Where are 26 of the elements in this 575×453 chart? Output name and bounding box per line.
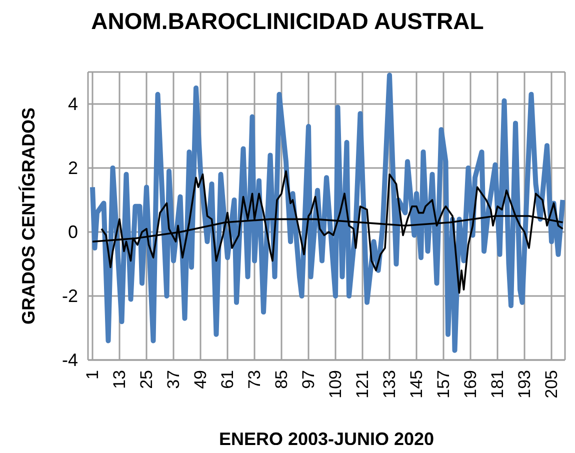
x-tick-label: 25 <box>137 370 156 389</box>
y-tick-label: 4 <box>68 94 78 114</box>
x-tick-label: 121 <box>353 370 372 398</box>
x-tick-label: 85 <box>272 370 291 389</box>
x-tick-label: 1 <box>83 370 102 380</box>
y-tick-label: -2 <box>62 286 78 306</box>
x-tick-label: 205 <box>542 370 561 398</box>
y-tick-label: 2 <box>68 158 78 178</box>
x-tick-label: 181 <box>488 370 507 398</box>
x-tick-label: 61 <box>218 370 237 389</box>
x-tick-label: 73 <box>245 370 264 389</box>
x-axis-title: ENERO 2003-JUNIO 2020 <box>218 429 434 449</box>
x-tick-label: 109 <box>326 370 345 398</box>
x-tick-label: 157 <box>434 370 453 398</box>
x-tick-label: 169 <box>461 370 480 398</box>
x-tick-label: 49 <box>191 370 210 389</box>
y-axis-title: GRADOS CENTÍGRADOS <box>18 107 38 325</box>
x-tick-label: 193 <box>515 370 534 398</box>
x-tick-label: 13 <box>110 370 129 389</box>
x-tick-label: 97 <box>299 370 318 389</box>
x-tick-label: 133 <box>380 370 399 398</box>
chart-title: ANOM.BAROCLINICIDAD AUSTRAL <box>90 8 485 35</box>
y-tick-label: 0 <box>68 222 78 242</box>
x-tick-label: 37 <box>164 370 183 389</box>
y-tick-label: -4 <box>62 350 78 370</box>
x-tick-label: 145 <box>407 370 426 398</box>
